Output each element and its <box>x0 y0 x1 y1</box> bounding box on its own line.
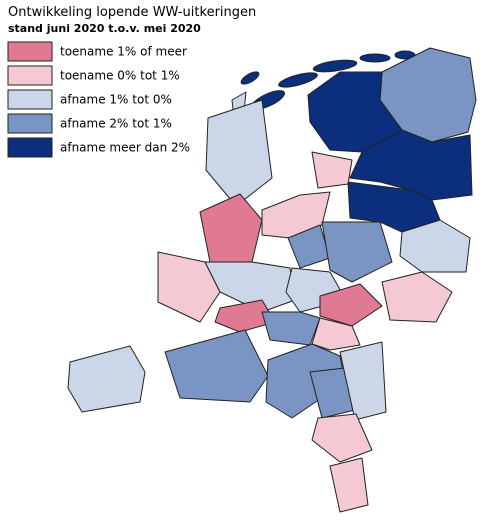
region <box>329 457 369 513</box>
region <box>311 151 353 189</box>
region <box>214 299 276 333</box>
region <box>157 251 221 323</box>
region <box>311 413 373 463</box>
legend-swatch <box>7 65 53 86</box>
region <box>399 219 471 273</box>
legend-label: toename 0% tot 1% <box>60 69 180 83</box>
region <box>205 99 273 207</box>
legend-label: afname 1% tot 0% <box>60 93 172 107</box>
region <box>319 283 383 327</box>
region <box>240 71 260 85</box>
region <box>199 193 263 263</box>
region <box>278 72 318 88</box>
subtitle: stand juni 2020 t.o.v. mei 2020 <box>8 22 201 35</box>
region <box>312 59 358 73</box>
legend-swatch <box>7 113 53 134</box>
region <box>164 329 269 403</box>
region <box>381 271 453 323</box>
region <box>67 345 146 413</box>
region <box>261 311 321 346</box>
legend-label: afname 2% tot 1% <box>60 117 172 131</box>
legend: toename 1% of meer toename 0% tot 1% afnam… <box>7 41 190 158</box>
region <box>359 53 391 63</box>
legend-swatch <box>7 41 53 62</box>
title: Ontwikkeling lopende WW-uitkeringen <box>8 5 256 20</box>
region <box>339 341 387 421</box>
legend-label: toename 1% of meer <box>60 45 187 59</box>
region <box>349 129 473 201</box>
legend-swatch <box>7 137 53 158</box>
region <box>321 221 393 283</box>
map-regions <box>67 47 477 513</box>
legend-label: afname meer dan 2% <box>60 141 190 155</box>
legend-swatch <box>7 89 53 110</box>
region <box>311 317 361 351</box>
